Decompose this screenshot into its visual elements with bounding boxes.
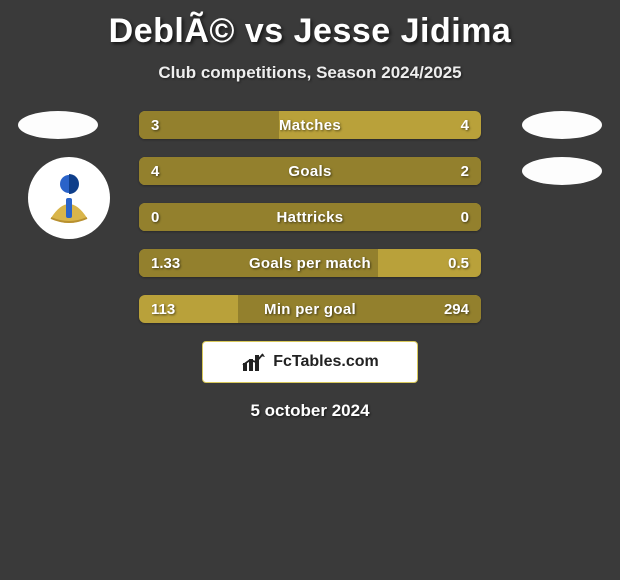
date-line: 5 october 2024 <box>0 401 620 421</box>
page-title: DeblÃ© vs Jesse Jidima <box>0 0 620 51</box>
stat-value-right: 4 <box>449 111 481 139</box>
stat-bar-left-fill <box>139 111 279 139</box>
brand-text: FcTables.com <box>273 353 379 371</box>
player-right-ellipse-icon <box>522 111 602 139</box>
stat-row: 113294Min per goal <box>0 295 620 323</box>
player-left-ellipse-icon <box>18 111 98 139</box>
stat-bar: 34Matches <box>139 111 481 139</box>
stats-area: 34Matches 42Goals 00Hattricks 1.330.5Goals … <box>0 111 620 323</box>
stat-bar-left-fill <box>139 157 481 185</box>
stat-bar: 00Hattricks <box>139 203 481 231</box>
brand-box[interactable]: FcTables.com <box>202 341 418 383</box>
brand-chart-icon <box>241 351 267 373</box>
stat-bar: 1.330.5Goals per match <box>139 249 481 277</box>
stat-value-left: 113 <box>139 295 187 323</box>
club-crest-icon <box>28 157 110 239</box>
stat-bar-left-fill <box>139 249 378 277</box>
stat-bar-left-fill <box>139 203 481 231</box>
stat-row: 34Matches <box>0 111 620 139</box>
subtitle: Club competitions, Season 2024/2025 <box>0 63 620 83</box>
stat-bar: 113294Min per goal <box>139 295 481 323</box>
stat-value-right: 0.5 <box>436 249 481 277</box>
stat-bar-right-fill <box>238 295 481 323</box>
stat-row: 1.330.5Goals per match <box>0 249 620 277</box>
stat-bar: 42Goals <box>139 157 481 185</box>
player-right-ellipse-icon <box>522 157 602 185</box>
